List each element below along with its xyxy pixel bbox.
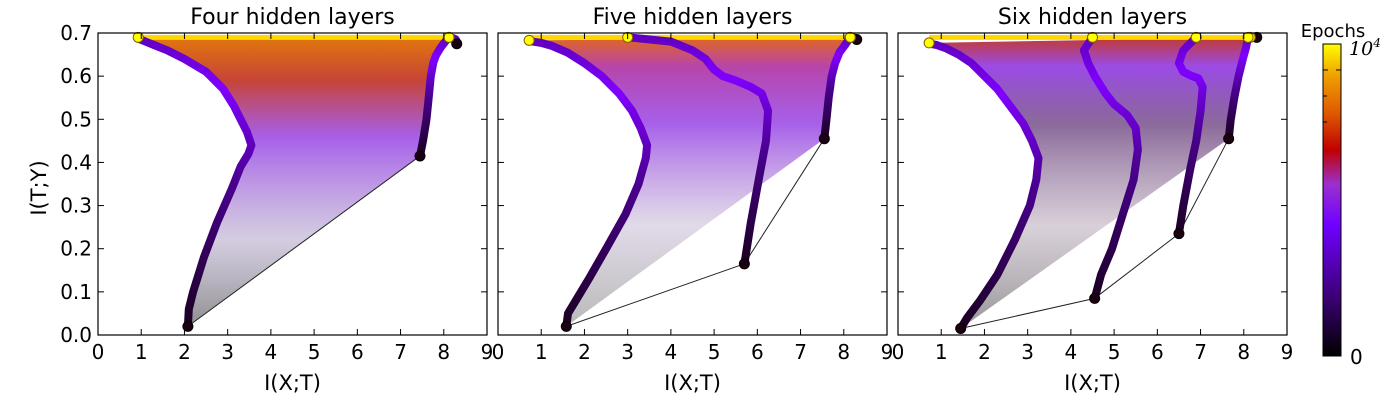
layer-trajectory-2 (416, 33, 453, 160)
layer-start-marker (1173, 228, 1185, 240)
layer-start-marker (738, 258, 750, 270)
x-tick-label: 5 (1108, 340, 1121, 364)
x-tick-label: 5 (308, 340, 321, 364)
x-tick-label: 0 (92, 340, 105, 364)
epoch-line (960, 297, 1095, 330)
layer-end-marker (132, 31, 144, 43)
layer-start-marker (818, 133, 830, 145)
epoch-line (743, 138, 825, 265)
layer-trajectory-4 (1079, 33, 1142, 303)
x-axis-label: I(X;T) (1064, 371, 1121, 395)
layer-end-marker (443, 31, 455, 43)
colorbar-tick-top-base: 10 (1349, 38, 1373, 60)
epoch-line (1178, 138, 1230, 234)
layer-end-marker (1087, 31, 1098, 43)
layer-start-marker (182, 320, 194, 332)
y-axis-label: I(T;Y) (27, 160, 51, 215)
epoch-fan-1 (138, 37, 449, 327)
layer-trajectory-2 (820, 33, 855, 143)
y-tick-label: 0.2 (60, 237, 92, 261)
layer-start-marker (1089, 292, 1101, 304)
layer-trajectory-3 (1174, 33, 1207, 238)
epoch-line (566, 263, 745, 327)
colorbar-tick-top-exp: 4 (1372, 36, 1381, 50)
epoch-line (1094, 233, 1180, 299)
y-tick-label: 0.0 (60, 323, 92, 347)
x-tick-label: 0 (492, 340, 505, 364)
x-tick-label: 7 (394, 340, 407, 364)
x-tick-label: 0 (892, 340, 905, 364)
epoch-line (187, 155, 421, 327)
layer-start-marker (1223, 133, 1235, 145)
subplot-3: 0 1 2 3 4 5 6 7 8 9 Six hidden layers I(X;T) (892, 5, 1294, 395)
layer-start-marker (955, 323, 967, 335)
colorbar-gradient (1322, 43, 1342, 357)
layer-end-marker (1190, 31, 1202, 43)
x-axis-label: I(X;T) (264, 371, 321, 395)
colorbar: Epochs 104 0 (1301, 21, 1381, 369)
layer-end-marker (523, 34, 535, 46)
x-tick-label: 2 (578, 340, 591, 364)
colorbar-tick-bottom: 0 (1350, 345, 1363, 369)
layer-start-marker (451, 38, 463, 50)
plot-frame (897, 32, 1288, 336)
colorbar-title: Epochs (1301, 21, 1366, 42)
x-tick-label: 9 (481, 340, 494, 364)
layer-start-marker (560, 320, 572, 332)
x-tick-label: 1 (135, 340, 148, 364)
x-tick-label: 4 (265, 340, 278, 364)
x-tick-label: 1 (535, 340, 548, 364)
layer-trajectory-2 (1224, 33, 1253, 143)
x-tick-label: 1 (935, 340, 948, 364)
x-tick-label: 7 (794, 340, 807, 364)
x-tick-label: 3 (621, 340, 634, 364)
x-tick-label: 8 (1237, 340, 1250, 364)
subplot-title: Five hidden layers (593, 5, 793, 30)
x-axis-label: I(X;T) (664, 371, 721, 395)
y-tick-label: 0.4 (60, 150, 92, 174)
layer-trajectory-5 (925, 38, 1043, 333)
subplot-title: Four hidden layers (190, 5, 394, 30)
x-tick-label: 4 (665, 340, 678, 364)
layer-end-marker (844, 31, 856, 43)
x-tick-label: 4 (1065, 340, 1078, 364)
subplot-1: 0 1 2 3 4 5 6 7 8 9 0.0 0.1 0.2 0.3 0.4 0.5 0.6 0.7 Four h… (60, 5, 493, 395)
layer-trajectory-3 (134, 33, 256, 331)
layer-trajectory-3 (623, 33, 773, 268)
x-tick-label: 2 (978, 340, 991, 364)
x-tick-label: 7 (1194, 340, 1207, 364)
y-tick-label: 0.5 (60, 107, 92, 131)
y-tick-label: 0.1 (60, 280, 92, 304)
y-tick-label: 0.6 (60, 64, 92, 88)
y-tick-label: 0.3 (60, 194, 92, 218)
layer-start-marker (414, 150, 426, 162)
x-tick-label: 2 (178, 340, 191, 364)
x-tick-label: 9 (881, 340, 894, 364)
y-tick-label: 0.7 (60, 21, 92, 45)
layer-end-marker (1242, 31, 1254, 43)
x-tick-label: 9 (1281, 340, 1294, 364)
layer-trajectory-4 (525, 36, 652, 331)
x-tick-label: 3 (221, 340, 234, 364)
x-tick-label: 8 (437, 340, 450, 364)
x-tick-label: 3 (1021, 340, 1034, 364)
x-tick-label: 6 (751, 340, 764, 364)
x-tick-label: 8 (837, 340, 850, 364)
plot-frame (97, 32, 488, 336)
x-tick-label: 6 (351, 340, 364, 364)
subplot-title: Six hidden layers (998, 5, 1187, 30)
layer-end-marker (923, 37, 935, 49)
plot-frame (497, 32, 888, 336)
x-tick-label: 5 (708, 340, 721, 364)
subplot-2: 0 1 2 3 4 5 6 7 8 9 Five hidden layers I(X;T) (492, 5, 894, 395)
x-tick-label: 6 (1151, 340, 1164, 364)
colorbar-tick-top: 104 (1349, 36, 1381, 60)
